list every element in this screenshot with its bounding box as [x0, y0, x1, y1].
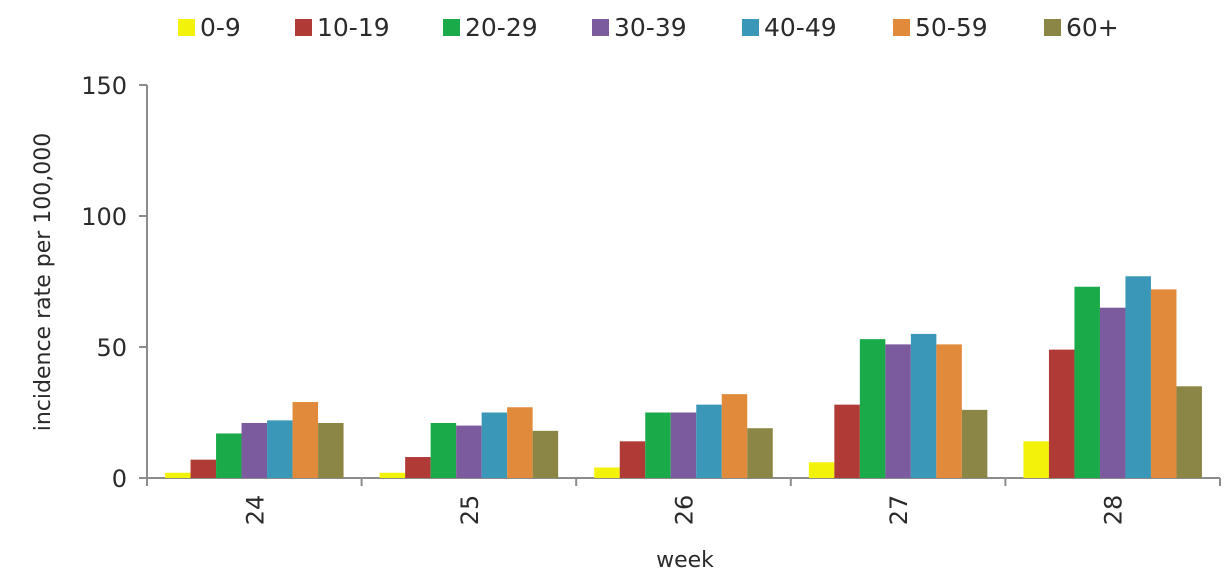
- legend-label: 30-39: [614, 13, 687, 42]
- bar-30-39-week-28: [1099, 307, 1126, 478]
- y-axis-title: incidence rate per 100,000: [31, 133, 56, 432]
- bar-20-29-week-28: [1074, 286, 1100, 478]
- y-tick-label: 100: [81, 203, 127, 231]
- bar-20-29-week-25: [430, 422, 457, 478]
- bar-50-59-week-25: [507, 407, 533, 478]
- bar-50-59-week-24: [292, 402, 319, 478]
- bar-50-59-week-27: [936, 344, 962, 478]
- legend-label: 40-49: [764, 13, 837, 42]
- legend-swatch: [893, 19, 910, 36]
- legend: 0-9 10-19 20-29 30-39 40-49 50-59 60+: [178, 13, 1119, 42]
- x-tick-label: 25: [456, 495, 484, 526]
- bar-10-19-week-28: [1048, 349, 1075, 478]
- bar-20-29-week-27: [859, 339, 886, 478]
- x-tick-label: 26: [671, 495, 699, 526]
- y-tick-label: 50: [96, 334, 127, 362]
- x-axis-title: week: [656, 548, 714, 573]
- legend-swatch: [178, 19, 195, 36]
- bar-40-49-week-24: [267, 420, 293, 478]
- bar-20-29-week-24: [216, 433, 242, 478]
- legend-label: 20-29: [465, 13, 538, 42]
- y-tick-label: 150: [81, 72, 127, 100]
- bar-50-59-week-28: [1150, 289, 1177, 478]
- x-axis: 24 25 26 27 28: [146, 477, 1221, 526]
- bar-40-49-week-28: [1125, 276, 1151, 478]
- bar-10-19-week-27: [834, 404, 860, 478]
- bar-0-9-week-27: [808, 462, 835, 478]
- bar-60+-week-24: [318, 422, 344, 478]
- y-tick-label: 0: [112, 465, 127, 493]
- bar-10-19-week-26: [619, 441, 646, 478]
- legend-swatch: [1044, 19, 1061, 36]
- bar-10-19-week-25: [405, 457, 431, 478]
- legend-swatch: [742, 19, 759, 36]
- bars: [165, 276, 1202, 478]
- bar-30-39-week-24: [241, 422, 268, 478]
- bar-60+-week-28: [1176, 386, 1202, 478]
- x-tick-label: 27: [885, 495, 913, 526]
- bar-60+-week-26: [747, 428, 773, 478]
- x-tick-label: 24: [241, 495, 269, 526]
- x-tick-label: 28: [1100, 495, 1128, 526]
- legend-label: 0-9: [200, 13, 241, 42]
- bar-0-9-week-28: [1023, 441, 1049, 478]
- y-axis: 0 50 100 150: [81, 72, 148, 493]
- legend-label: 60+: [1066, 13, 1119, 42]
- bar-40-49-week-26: [696, 404, 722, 478]
- legend-label: 50-59: [915, 13, 988, 42]
- bar-60+-week-27: [961, 409, 988, 478]
- bar-30-39-week-26: [670, 412, 697, 478]
- bar-40-49-week-27: [910, 333, 937, 478]
- bar-30-39-week-27: [885, 344, 911, 478]
- bar-0-9-week-26: [594, 467, 620, 478]
- bar-30-39-week-25: [456, 425, 482, 478]
- bar-0-9-week-25: [379, 472, 406, 478]
- bar-10-19-week-24: [190, 459, 217, 478]
- legend-swatch: [443, 19, 460, 36]
- legend-label: 10-19: [317, 13, 390, 42]
- legend-swatch: [295, 19, 312, 36]
- bar-60+-week-25: [532, 430, 559, 478]
- bar-40-49-week-25: [481, 412, 508, 478]
- bar-50-59-week-26: [721, 394, 748, 478]
- legend-swatch: [592, 19, 609, 36]
- bar-20-29-week-26: [645, 412, 671, 478]
- bar-0-9-week-24: [165, 472, 191, 478]
